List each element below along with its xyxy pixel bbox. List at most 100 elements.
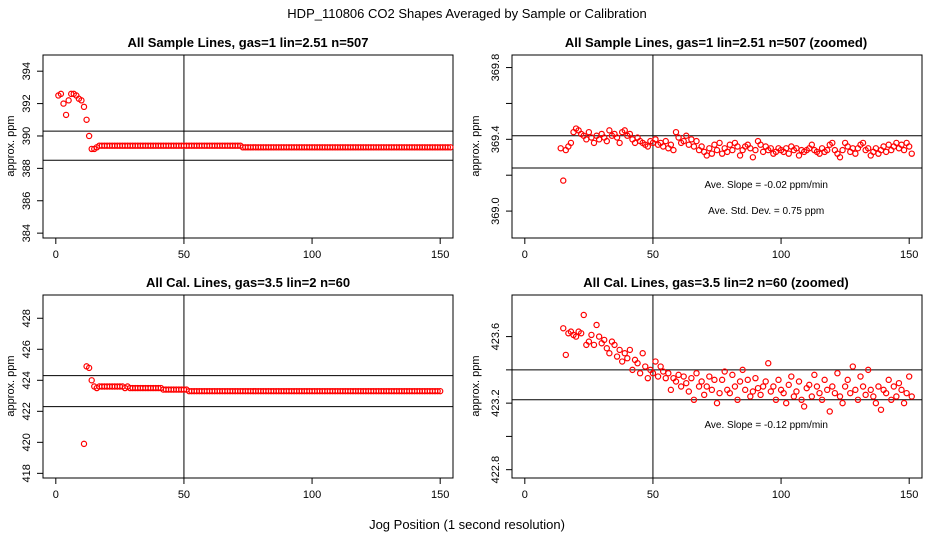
annotation: Ave. Slope = -0.02 ppm/min xyxy=(704,180,828,191)
data-point xyxy=(823,146,831,154)
data-point xyxy=(585,338,593,345)
data-point xyxy=(683,132,690,139)
data-point xyxy=(667,386,675,394)
panel-sample-lines: All Sample Lines, gas=1 lin=2.51 n=507 a… xyxy=(5,35,454,261)
data-point xyxy=(618,358,626,365)
x-tick-label: 0 xyxy=(53,489,59,501)
y-tick-label: 386 xyxy=(21,192,33,210)
data-point xyxy=(713,146,721,154)
data-point xyxy=(852,386,859,394)
data-point xyxy=(839,146,846,154)
data-point xyxy=(670,146,677,154)
plot-area: 0 50 100 150 369.0 369.4 369.8 Ave. Slope = -0.… xyxy=(490,54,922,261)
data-point xyxy=(811,371,818,379)
x-tick-label: 50 xyxy=(178,249,190,261)
data-point xyxy=(577,330,585,337)
data-point xyxy=(603,345,611,352)
data-point xyxy=(711,376,718,384)
data-point xyxy=(905,373,913,380)
data-point xyxy=(685,388,693,395)
x-tick-label: 0 xyxy=(522,249,528,261)
data-point xyxy=(859,139,867,147)
y-tick-label: 423.2 xyxy=(490,389,502,417)
data-point xyxy=(867,386,874,394)
data-point xyxy=(806,381,813,389)
data-point xyxy=(903,389,910,397)
data-point xyxy=(872,399,880,407)
y-tick-label: 390 xyxy=(21,127,33,145)
data-point xyxy=(447,144,454,151)
data-point xyxy=(683,379,690,387)
data-point xyxy=(800,403,808,410)
data-point xyxy=(80,440,88,448)
data-point xyxy=(829,383,836,390)
annotation: Ave. Std. Dev. = 0.75 ppm xyxy=(708,206,824,217)
data-point xyxy=(716,389,723,397)
data-point xyxy=(821,376,828,384)
data-point xyxy=(841,383,849,390)
data-point xyxy=(667,141,675,148)
data-point xyxy=(85,132,93,140)
data-point xyxy=(626,346,634,354)
data-point xyxy=(652,358,659,365)
data-point xyxy=(642,363,649,370)
data-point xyxy=(688,374,695,382)
data-point xyxy=(590,341,598,349)
data-point xyxy=(726,141,734,148)
data-point xyxy=(900,146,908,154)
data-point xyxy=(580,311,587,319)
data-point xyxy=(693,369,700,377)
data-point xyxy=(718,150,726,157)
data-point xyxy=(698,378,705,385)
data-point xyxy=(908,150,915,157)
data-point xyxy=(734,143,741,150)
x-tick-label: 50 xyxy=(178,489,190,501)
data-point xyxy=(78,97,85,104)
data-point xyxy=(588,331,595,339)
data-point xyxy=(585,128,593,136)
data-point xyxy=(780,389,787,397)
panel-title: All Sample Lines, gas=1 lin=2.51 n=507 (… xyxy=(565,35,867,50)
data-point xyxy=(613,353,621,360)
data-point xyxy=(434,387,441,395)
data-point xyxy=(882,389,890,397)
y-tick-label: 418 xyxy=(21,464,33,482)
data-point xyxy=(649,369,657,377)
data-point xyxy=(762,378,769,385)
data-point xyxy=(795,152,803,159)
data-point xyxy=(788,373,795,380)
annotation: Ave. Slope = -0.12 ppm/min xyxy=(704,420,828,431)
data-point xyxy=(603,137,611,145)
data-point xyxy=(680,137,687,145)
data-point xyxy=(890,383,898,390)
data-point xyxy=(716,139,723,147)
data-point xyxy=(88,377,95,384)
data-point xyxy=(708,150,716,157)
data-point xyxy=(785,150,792,157)
data-point xyxy=(621,350,628,357)
y-axis-label: approx. ppm xyxy=(470,115,482,176)
data-point xyxy=(662,374,669,382)
data-point xyxy=(893,393,900,400)
plot-frame xyxy=(42,294,454,479)
data-point xyxy=(718,376,726,384)
data-point xyxy=(560,325,567,332)
data-point xyxy=(624,355,631,362)
data-point xyxy=(636,369,644,377)
y-axis-label: approx. ppm xyxy=(5,115,17,176)
data-point xyxy=(616,346,623,354)
y-tick-label: 369.0 xyxy=(490,197,502,225)
x-axis-label: Jog Position (1 second resolution) xyxy=(369,517,565,532)
data-point xyxy=(85,364,93,372)
data-point xyxy=(731,383,739,390)
data-point xyxy=(859,383,867,390)
data-point xyxy=(847,389,854,397)
y-tick-label: 423.6 xyxy=(490,323,502,351)
data-point xyxy=(700,391,708,399)
data-point xyxy=(675,134,682,141)
data-point xyxy=(898,386,905,394)
data-point xyxy=(888,396,895,404)
data-point xyxy=(65,97,72,104)
data-point xyxy=(639,350,646,357)
